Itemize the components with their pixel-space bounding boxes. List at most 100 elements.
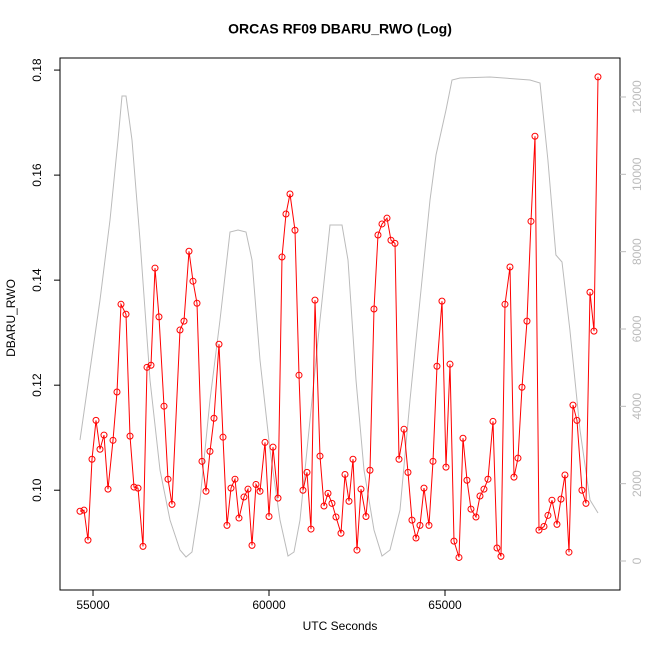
y2-tick-label: 12000 [630,80,644,114]
data-point [553,520,561,528]
data-point [357,485,365,493]
data-point [569,401,577,409]
data-point [328,499,336,507]
data-point [337,529,345,537]
data-point [353,546,361,554]
data-point [429,457,437,465]
data-point [573,416,581,424]
data-point [493,544,501,552]
data-point [467,505,475,513]
y-tick-label: 0.10 [30,478,44,502]
data-point [590,327,598,335]
data-point [126,432,134,440]
data-point [416,521,424,529]
data-point [446,360,454,368]
data-point [130,483,138,491]
data-point [286,190,294,198]
data-point [544,511,552,519]
data-point [303,468,311,476]
data-point [100,431,108,439]
data-point [501,300,509,308]
data-point [391,239,399,247]
data-point [311,296,319,304]
data-point [155,313,163,321]
chart-title: ORCAS RF09 DBARU_RWO (Log) [228,21,452,37]
data-point [84,536,92,544]
data-point [134,484,142,492]
data-point [374,231,382,239]
data-point [256,487,264,495]
data-point [122,310,130,318]
data-point [510,473,518,481]
data-point [349,455,357,463]
data-point [518,383,526,391]
data-point [476,492,484,500]
data-point [540,522,548,530]
data-point [210,414,218,422]
series-line [79,76,599,558]
data-point [76,507,84,515]
data-point [109,436,117,444]
data-point [412,534,420,542]
data-point [420,484,428,492]
data-point [341,470,349,478]
data-point [582,499,590,507]
data-point [88,455,96,463]
data-point [235,514,243,522]
data-point [324,489,332,497]
data-point [378,220,386,228]
data-point [438,297,446,305]
data-point [395,455,403,463]
data-point [231,475,239,483]
y2-tick-label: 2000 [630,470,644,497]
data-point [316,452,324,460]
data-point [168,500,176,508]
y2-tick-label: 10000 [630,157,644,191]
data-point [180,317,188,325]
data-point [274,494,282,502]
y-tick-label: 0.18 [30,58,44,82]
data-point [198,457,206,465]
data-point [370,305,378,313]
data-point [433,362,441,370]
data-point [404,468,412,476]
data-point [143,363,151,371]
data-point [484,475,492,483]
data-point [586,288,594,296]
plot-box [59,57,621,591]
data-point [151,264,159,272]
data-point [531,132,539,140]
data-point [139,542,147,550]
data-point [282,210,290,218]
data-point [223,521,231,529]
data-point [442,463,450,471]
data-point [497,552,505,560]
data-point [104,485,112,493]
data-point [548,496,556,504]
data-point [383,214,391,222]
data-point [185,247,193,255]
data-point [227,484,235,492]
data-point [362,512,370,520]
data-point [269,443,277,451]
data-point [299,486,307,494]
data-point [472,513,480,521]
data-point [450,537,458,545]
y2-tick-label: 8000 [630,238,644,265]
data-point [307,525,315,533]
data-point [206,447,214,455]
data-point [261,438,269,446]
data-point [265,512,273,520]
y-tick-label: 0.14 [30,268,44,292]
data-point [215,340,223,348]
data-point [295,371,303,379]
data-point [113,388,121,396]
data-point [463,476,471,484]
data-point [557,495,565,503]
data-point [425,521,433,529]
data-point [535,526,543,534]
data-point [561,471,569,479]
data-point [523,317,531,325]
data-point [514,454,522,462]
